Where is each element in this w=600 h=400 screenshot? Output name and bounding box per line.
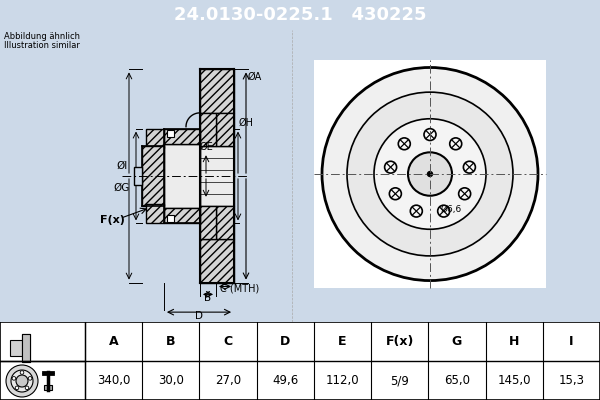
Text: 340,0: 340,0 bbox=[97, 374, 130, 387]
Bar bbox=[200, 113, 216, 146]
Text: ØA: ØA bbox=[248, 72, 262, 82]
Text: C: C bbox=[223, 335, 233, 348]
Bar bbox=[216, 113, 234, 146]
Circle shape bbox=[458, 188, 470, 200]
Text: 65,0: 65,0 bbox=[444, 374, 470, 387]
Text: B: B bbox=[166, 335, 176, 348]
Bar bbox=[216, 206, 234, 239]
Bar bbox=[164, 144, 200, 208]
Text: 112,0: 112,0 bbox=[326, 374, 359, 387]
Bar bbox=[146, 129, 164, 148]
Circle shape bbox=[437, 205, 449, 217]
Circle shape bbox=[12, 376, 16, 380]
Bar bbox=[167, 216, 174, 222]
Text: ØE: ØE bbox=[199, 141, 213, 151]
Bar bbox=[22, 334, 30, 362]
Text: ØH: ØH bbox=[239, 118, 254, 128]
Circle shape bbox=[20, 371, 24, 374]
Circle shape bbox=[28, 376, 32, 380]
Text: A: A bbox=[109, 335, 118, 348]
Bar bbox=[134, 167, 142, 185]
Text: 49,6: 49,6 bbox=[272, 374, 298, 387]
Bar bbox=[167, 130, 174, 136]
Text: 24.0130-0225.1   430225: 24.0130-0225.1 430225 bbox=[174, 6, 426, 24]
Text: 5/9: 5/9 bbox=[390, 374, 409, 387]
Bar bbox=[164, 129, 200, 144]
Circle shape bbox=[16, 375, 28, 387]
Text: Abbildung ähnlich: Abbildung ähnlich bbox=[4, 32, 80, 41]
Bar bbox=[200, 146, 234, 206]
Circle shape bbox=[11, 370, 33, 392]
Circle shape bbox=[463, 161, 475, 173]
Text: 145,0: 145,0 bbox=[497, 374, 531, 387]
Bar bbox=[22, 334, 30, 362]
Circle shape bbox=[15, 386, 19, 390]
Text: C (MTH): C (MTH) bbox=[220, 284, 259, 294]
Circle shape bbox=[374, 119, 486, 229]
Circle shape bbox=[389, 188, 401, 200]
Text: F(x): F(x) bbox=[100, 215, 124, 225]
Text: D: D bbox=[280, 335, 290, 348]
Text: Ate: Ate bbox=[383, 171, 461, 213]
Text: G: G bbox=[452, 335, 462, 348]
Circle shape bbox=[408, 152, 452, 196]
Circle shape bbox=[410, 205, 422, 217]
Bar bbox=[142, 146, 164, 206]
Bar bbox=[200, 239, 234, 282]
Bar bbox=[164, 208, 200, 223]
Circle shape bbox=[427, 172, 433, 176]
Circle shape bbox=[6, 365, 38, 397]
Bar bbox=[200, 206, 216, 239]
Text: I: I bbox=[569, 335, 574, 348]
Text: E: E bbox=[338, 335, 347, 348]
Text: D: D bbox=[195, 311, 203, 321]
Bar bbox=[314, 60, 546, 288]
Circle shape bbox=[322, 68, 538, 280]
Text: ØI: ØI bbox=[116, 161, 128, 171]
Text: B: B bbox=[205, 293, 212, 303]
Text: 30,0: 30,0 bbox=[158, 374, 184, 387]
Bar bbox=[44, 385, 52, 390]
Bar bbox=[146, 204, 164, 223]
Text: F(x): F(x) bbox=[386, 335, 414, 348]
Bar bbox=[200, 70, 234, 113]
Text: Illustration similar: Illustration similar bbox=[4, 41, 80, 50]
Circle shape bbox=[385, 161, 397, 173]
Text: 15,3: 15,3 bbox=[559, 374, 584, 387]
Circle shape bbox=[450, 138, 462, 150]
Circle shape bbox=[424, 129, 436, 140]
Text: Ø6,6: Ø6,6 bbox=[440, 204, 461, 214]
Circle shape bbox=[25, 386, 29, 390]
Bar bbox=[10, 340, 22, 356]
Text: 27,0: 27,0 bbox=[215, 374, 241, 387]
Text: ØG: ØG bbox=[114, 183, 130, 193]
Circle shape bbox=[347, 92, 513, 256]
Text: H: H bbox=[509, 335, 520, 348]
Circle shape bbox=[398, 138, 410, 150]
